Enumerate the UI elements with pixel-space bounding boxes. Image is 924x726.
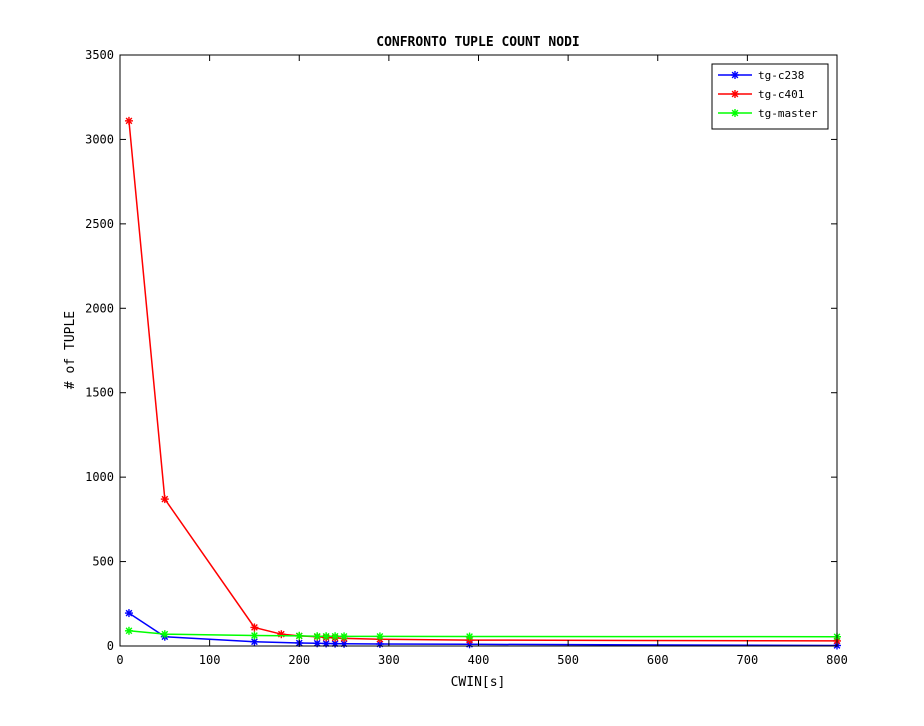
data-point — [340, 632, 349, 641]
x-tick-label: 600 — [647, 653, 669, 667]
data-point — [250, 623, 259, 632]
legend: tg-c238 tg-c401 tg-master — [711, 63, 829, 130]
y-tick-label: 3000 — [85, 132, 114, 146]
data-point — [124, 609, 133, 618]
y-tick-label: 0 — [107, 639, 114, 653]
data-point — [731, 109, 739, 117]
x-tick-label: 400 — [468, 653, 490, 667]
data-point — [124, 116, 133, 125]
data-point — [465, 632, 474, 641]
data-point — [322, 632, 331, 641]
data-point — [124, 626, 133, 635]
y-axis-label: # of TUPLE — [63, 311, 78, 389]
x-axis-label: CWIN[s] — [451, 675, 506, 690]
ticks-layer: 0 100 200 300 400 500 600 700 800 0 500 1000 1500 200… — [85, 48, 848, 667]
x-tick-label: 300 — [378, 653, 400, 667]
y-tick-label: 1000 — [85, 470, 114, 484]
y-tick-label: 500 — [92, 555, 114, 569]
y-tick-label: 1500 — [85, 386, 114, 400]
legend-label: tg-c401 — [758, 88, 804, 101]
data-point — [250, 631, 259, 640]
x-tick-label: 0 — [116, 653, 123, 667]
x-tick-label: 800 — [826, 653, 848, 667]
data-point — [160, 630, 169, 639]
x-tick-label: 200 — [288, 653, 310, 667]
legend-label: tg-master — [758, 107, 818, 120]
x-tick-label: 700 — [737, 653, 759, 667]
plot-area — [120, 55, 837, 646]
data-point — [295, 631, 304, 640]
data-point — [731, 90, 739, 98]
y-tick-label: 3500 — [85, 48, 114, 62]
series-line-tg-c401 — [128, 120, 838, 642]
x-tick-label: 100 — [199, 653, 221, 667]
data-point — [375, 632, 384, 641]
data-point — [160, 495, 169, 504]
data-point — [277, 630, 286, 639]
data-point — [313, 632, 322, 641]
data-point — [331, 632, 340, 641]
chart-title: CONFRONTO TUPLE COUNT NODI — [376, 35, 580, 50]
data-point — [731, 71, 739, 79]
y-tick-label: 2000 — [85, 301, 114, 315]
y-tick-label: 2500 — [85, 217, 114, 231]
x-tick-label: 500 — [557, 653, 579, 667]
legend-label: tg-c238 — [758, 69, 804, 82]
